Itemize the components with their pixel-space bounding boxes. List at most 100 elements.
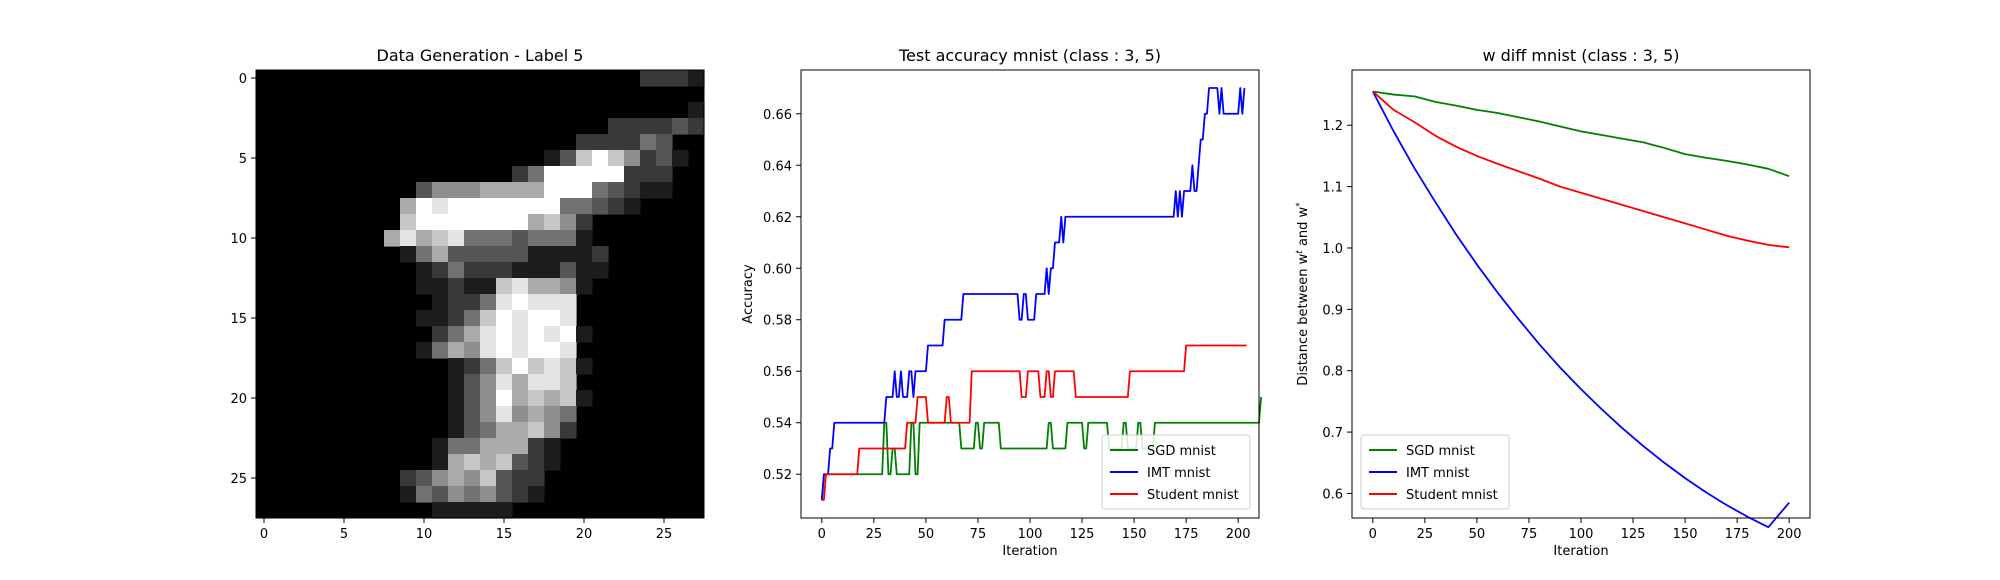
pixel-cell: [496, 246, 513, 263]
chart-title: Test accuracy mnist (class : 3, 5): [898, 46, 1161, 65]
pixel-cell: [544, 182, 561, 199]
pixel-cell: [528, 230, 545, 247]
pixel-cell: [400, 246, 417, 263]
pixel-cell: [560, 278, 577, 295]
pixel-cell: [560, 150, 577, 167]
pixel-cell: [560, 326, 577, 343]
pixel-cell: [560, 374, 577, 391]
pixel-cell: [512, 214, 529, 231]
pixel-cell: [544, 310, 561, 327]
pixel-cell: [432, 278, 449, 295]
pixel-cell: [640, 150, 657, 167]
imt-mnist-line: [820, 87, 1246, 501]
pixel-cell: [496, 454, 513, 471]
y-tick-label: 0.6: [1322, 487, 1343, 502]
y-tick-label: 0: [239, 72, 247, 87]
pixel-cell: [528, 422, 545, 439]
pixel-cell: [480, 454, 497, 471]
pixel-cell: [448, 278, 465, 295]
pixel-cell: [544, 214, 561, 231]
pixel-cell: [496, 438, 513, 455]
pixel-cell: [496, 230, 513, 247]
pixel-cell: [544, 294, 561, 311]
pixel-cell: [496, 486, 513, 503]
pixel-cell: [432, 438, 449, 455]
pixel-cell: [480, 374, 497, 391]
pixel-cell: [512, 470, 529, 487]
data-generation-image-panel: 0 5 10 15 20 25 0 5 10 15 20 25 Data Generation - La…: [230, 46, 705, 542]
pixel-cell: [576, 262, 593, 279]
pixel-cell: [672, 118, 689, 135]
pixel-cell: [496, 374, 513, 391]
pixel-cell: [528, 454, 545, 471]
pixel-cell: [496, 278, 513, 295]
pixel-cell: [448, 294, 465, 311]
pixel-cell: [512, 390, 529, 407]
pixel-cell: [512, 358, 529, 375]
pixel-cell: [544, 342, 561, 359]
pixel-cell: [448, 342, 465, 359]
pixel-cell: [656, 150, 673, 167]
pixel-cell: [544, 390, 561, 407]
w-diff-chart: 0 25 50 75 100 125 150 175 200 0.6 0.7 0.8 0.9 1.0 1.1…: [1295, 46, 1811, 559]
pixel-cell: [432, 246, 449, 263]
pixel-cell: [432, 486, 449, 503]
pixel-cell: [672, 150, 689, 167]
pixel-cell: [688, 102, 705, 119]
pixel-cell: [448, 326, 465, 343]
y-axis-label-part: and w: [1296, 206, 1311, 250]
pixel-cell: [640, 134, 657, 151]
y-tick-label: 0.58: [763, 314, 792, 329]
pixel-cell: [496, 342, 513, 359]
pixel-cell: [544, 198, 561, 215]
pixel-cell: [688, 70, 705, 87]
pixel-cell: [480, 262, 497, 279]
y-tick-label: 1.0: [1322, 242, 1343, 257]
y-tick-label: 0.66: [763, 108, 792, 123]
pixel-cell: [512, 230, 529, 247]
legend-label: SGD mnist: [1406, 444, 1475, 459]
pixel-cell: [480, 230, 497, 247]
pixel-cell: [480, 294, 497, 311]
legend-label: Student mnist: [1406, 488, 1498, 503]
pixel-cell: [544, 422, 561, 439]
legend-box: [1101, 434, 1251, 510]
legend-label: IMT mnist: [1406, 466, 1470, 481]
pixel-cell: [496, 406, 513, 423]
pixel-cell: [496, 294, 513, 311]
pixel-cell: [528, 358, 545, 375]
pixel-cell: [624, 150, 641, 167]
pixel-cell: [512, 374, 529, 391]
pixel-cell: [464, 438, 481, 455]
pixel-cell: [544, 150, 561, 167]
pixel-cell: [528, 278, 545, 295]
pixel-cell: [384, 230, 401, 247]
pixel-cell: [608, 134, 625, 151]
pixel-cell: [656, 70, 673, 87]
x-tick-label: 175: [1174, 527, 1199, 542]
pixel-cell: [448, 246, 465, 263]
sgd-mnist-line: [1372, 90, 1790, 178]
pixel-cell: [608, 166, 625, 183]
pixel-cell: [480, 470, 497, 487]
x-tick-label: 25: [656, 527, 673, 542]
pixel-cell: [560, 166, 577, 183]
legend-label: SGD mnist: [1147, 444, 1216, 459]
pixel-cell: [464, 198, 481, 215]
pixel-cell: [528, 166, 545, 183]
x-tick-label: 20: [576, 527, 593, 542]
pixel-cell: [448, 214, 465, 231]
y-axis-label-part: *: [1295, 202, 1305, 207]
pixel-cell: [480, 214, 497, 231]
pixel-cell: [432, 182, 449, 199]
pixel-cell: [464, 182, 481, 199]
pixel-cell: [416, 198, 433, 215]
pixel-cell: [464, 214, 481, 231]
pixel-cell: [656, 118, 673, 135]
pixel-cell: [512, 422, 529, 439]
pixel-cell: [544, 166, 561, 183]
pixel-cell: [448, 230, 465, 247]
pixel-cell: [496, 326, 513, 343]
pixel-cell: [544, 246, 561, 263]
pixel-cell: [608, 118, 625, 135]
